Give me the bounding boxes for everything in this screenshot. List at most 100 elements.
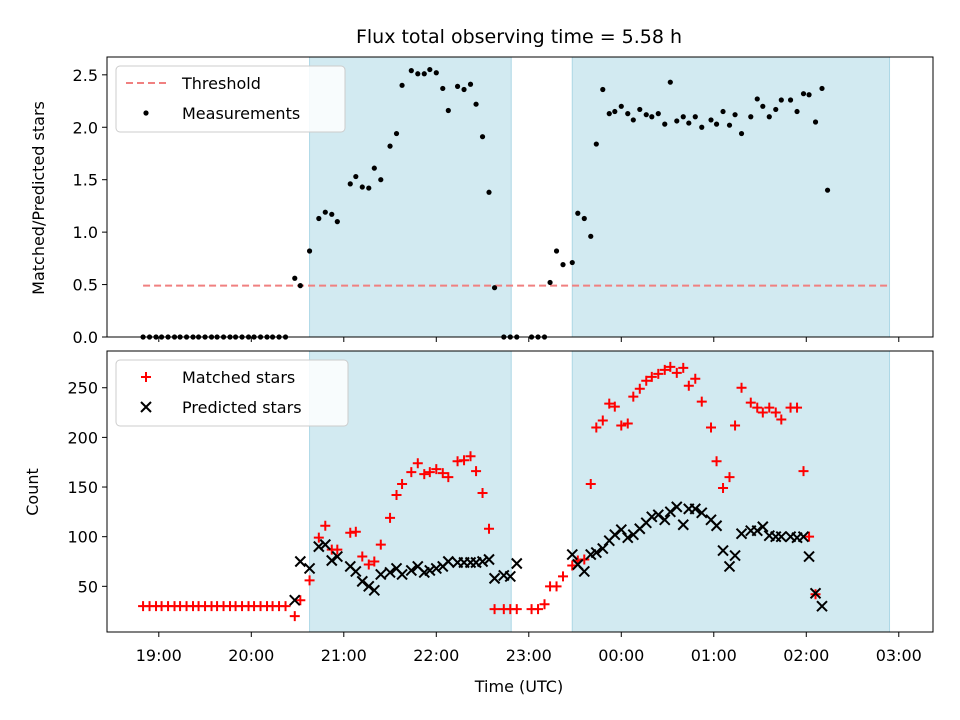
predicted-stars-point [476,555,489,568]
predicted-stars-point [488,572,501,585]
matched-stars-point [622,418,633,429]
matched-stars-point [320,520,331,531]
measurement-point [408,68,414,74]
matched-stars-point [332,544,343,555]
measurement-point [575,210,581,216]
matched-stars-point [609,401,620,412]
matched-stars-point [551,581,562,592]
measurement-point [773,106,779,113]
matched-stars-point [489,604,500,615]
measurement-point [806,92,812,98]
measurement-point [600,86,606,93]
measurement-point [760,103,766,109]
measurement-point [618,103,624,109]
predicted-stars-point [356,575,368,588]
matched-stars-point [511,604,522,615]
measurement-point [649,114,655,120]
predicted-stars-point [375,568,387,581]
matched-stars-point [585,479,596,490]
matched-stars-point [616,420,627,431]
matched-stars-point [745,397,756,408]
matched-stars-point [770,407,781,418]
legend-measurement-symbol [143,110,149,116]
matched-stars-point [391,489,402,500]
legend-matched-symbol [141,372,151,382]
measurement-point [686,120,692,126]
matched-stars-point [634,383,645,394]
matched-stars-point [459,455,470,466]
observing-window-2 [571,56,891,338]
predicted-stars-point [609,528,621,541]
measurement-point [440,85,446,92]
y-tick-label: 2.5 [73,66,98,85]
matched-stars-point [419,469,430,480]
measurement-point [692,114,698,120]
matched-stars-point [465,451,476,462]
matched-stars-point [539,599,550,610]
matched-stars-point [792,402,803,413]
predicted-stars-point [368,584,381,597]
matched-stars-point [558,571,569,582]
predicted-stars-point [578,565,590,578]
predicted-stars-point [689,503,701,515]
predicted-stars-point [442,555,455,568]
matched-stars-point [628,391,639,402]
predicted-stars-point [723,560,736,573]
measurement-point [378,177,384,183]
y-tick-label: 200 [67,428,98,447]
measurement-point [593,141,599,147]
matched-stars-point [375,539,386,550]
y-tick-label: 0.0 [73,328,98,347]
legend-label: Predicted stars [182,398,302,417]
predicted-stars-point [677,519,689,531]
predicted-stars-point [615,524,627,536]
predicted-stars-point [289,594,301,606]
predicted-stars-point [646,511,658,523]
measurement-point [655,111,661,117]
predicted-stars-point [319,538,332,551]
predicted-stars-point [424,564,436,577]
measurement-point [334,219,340,225]
measurement-point [371,165,377,171]
predicted-stars-point [363,580,375,593]
predicted-stars-point [775,530,788,543]
matched-stars-point [646,371,657,382]
matched-stars-point [665,361,676,372]
measurement-point [347,181,353,187]
x-tick-label: 01:00 [691,646,737,665]
axes-frame [106,56,934,338]
measurement-point [560,262,566,268]
predicted-stars-point [597,542,609,555]
predicted-stars-point [504,570,516,583]
legend-label: Measurements [182,104,300,123]
matched-stars-point [397,479,408,490]
matched-stars-point [289,611,300,622]
measurement-point [800,91,807,97]
measurement-point [421,71,427,77]
x-tick-label: 03:00 [876,646,922,665]
matched-stars-point [304,575,315,586]
predicted-stars-point [809,587,822,599]
measurement-point [353,173,359,180]
matched-stars-point [678,362,689,373]
predicted-stars-point [816,600,828,612]
matched-stars-point [752,402,763,413]
matched-stars-point [412,458,423,469]
predicted-stars-point [717,544,729,557]
measurement-point [473,101,479,107]
matched-stars-point [350,526,361,537]
measurement-point [612,108,618,115]
predicted-stars-point [590,546,603,559]
matched-stars-point [437,468,448,479]
predicted-stars-point [326,554,338,567]
measurement-point [306,248,313,254]
matched-stars-point [295,595,306,606]
measurement-point [479,134,486,140]
matched-stars-point [764,402,775,413]
x-tick-label: 02:00 [783,646,829,665]
predicted-stars-point [659,514,671,526]
predicted-stars-point [313,540,325,553]
matched-stars-point [724,472,735,483]
matched-stars-point [711,456,722,467]
